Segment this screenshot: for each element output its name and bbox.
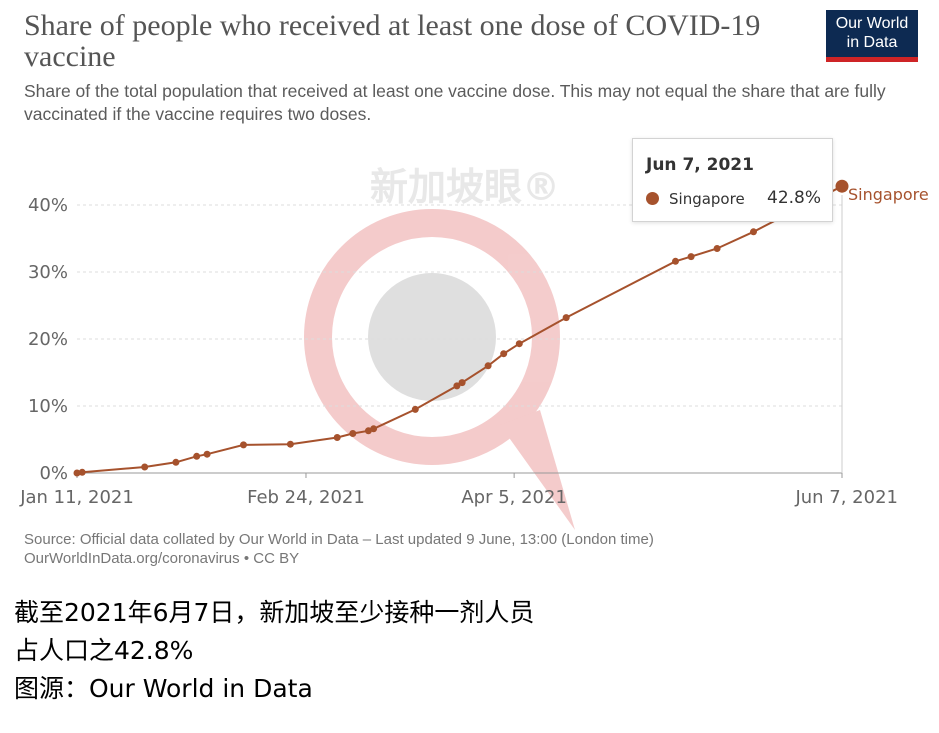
chart-title: Share of people who received at least on… <box>24 9 761 73</box>
data-point <box>672 257 679 265</box>
watermark-eye <box>368 273 496 401</box>
tooltip-series-dot <box>646 192 659 205</box>
watermark-ring <box>304 209 560 465</box>
data-point <box>562 314 570 322</box>
y-tick-label: 10% <box>28 396 68 417</box>
caption-line-2: 占人口之42.8% <box>14 636 194 665</box>
watermark-tail <box>500 410 575 530</box>
data-point <box>240 441 247 449</box>
y-tick-label: 20% <box>28 329 68 350</box>
series-end-point <box>835 179 849 193</box>
x-axis: Jan 11, 2021 Feb 24, 2021 Apr 5, 2021 Jun 7… <box>19 473 898 508</box>
y-tick-label: 40% <box>28 195 68 216</box>
y-axis: 0% 10% 20% 30% 40% <box>28 195 68 484</box>
data-point <box>750 228 757 236</box>
data-point <box>172 458 180 466</box>
data-point <box>78 468 86 476</box>
caption-line-3: 图源：Our World in Data <box>14 674 313 703</box>
data-point <box>349 430 357 437</box>
data-point <box>411 405 419 413</box>
data-point <box>687 253 695 261</box>
data-point <box>515 340 523 348</box>
data-point <box>713 245 721 252</box>
x-tick-label: Apr 5, 2021 <box>461 487 567 508</box>
source-note: Source: Official data collated by Our Wo… <box>24 530 924 568</box>
tooltip-date: Jun 7, 2021 <box>646 155 754 175</box>
line-chart: 新加坡眼® 0% 10% 20% 30% 40% Jan 11, 2021 Feb 24,… <box>19 165 929 530</box>
data-point <box>500 350 508 358</box>
data-point <box>73 469 81 477</box>
tooltip-series-name: Singapore <box>669 190 745 208</box>
x-tick-label: Jun 7, 2021 <box>794 487 898 508</box>
data-point <box>370 425 378 433</box>
caption-line-1: 截至2021年6月7日，新加坡至少接种一剂人员 <box>14 598 535 627</box>
tooltip-value: 42.8% <box>767 188 822 208</box>
caption: 截至2021年6月7日，新加坡至少接种一剂人员 占人口之42.8% 图源：Our… <box>14 594 924 708</box>
x-tick-label: Feb 24, 2021 <box>247 487 365 508</box>
source-line-1: Source: Official data collated by Our Wo… <box>24 531 654 548</box>
y-tick-label: 30% <box>28 262 68 283</box>
data-point <box>193 452 201 460</box>
data-point <box>458 379 466 387</box>
tooltip: Jun 7, 2021 Singapore 42.8% <box>632 138 833 222</box>
watermark: 新加坡眼® <box>304 165 575 530</box>
chart-subtitle: Share of the total population that recei… <box>24 81 886 124</box>
owid-logo[interactable]: Our World in Data <box>826 10 918 62</box>
source-line-2[interactable]: OurWorldInData.org/coronavirus • CC BY <box>24 550 300 567</box>
data-point <box>484 362 492 370</box>
series-layer: Singapore <box>73 179 929 477</box>
data-point <box>333 434 341 441</box>
data-point <box>286 440 294 448</box>
watermark-text: 新加坡眼® <box>370 165 560 209</box>
x-tick-label: Jan 11, 2021 <box>19 487 134 508</box>
series-label-singapore: Singapore <box>848 185 929 204</box>
data-point <box>141 463 149 471</box>
logo-line-2: in Data <box>846 34 898 51</box>
data-point <box>203 450 211 458</box>
data-point <box>453 382 461 390</box>
logo-line-1: Our World <box>835 15 909 32</box>
y-tick-label: 0% <box>39 463 68 484</box>
